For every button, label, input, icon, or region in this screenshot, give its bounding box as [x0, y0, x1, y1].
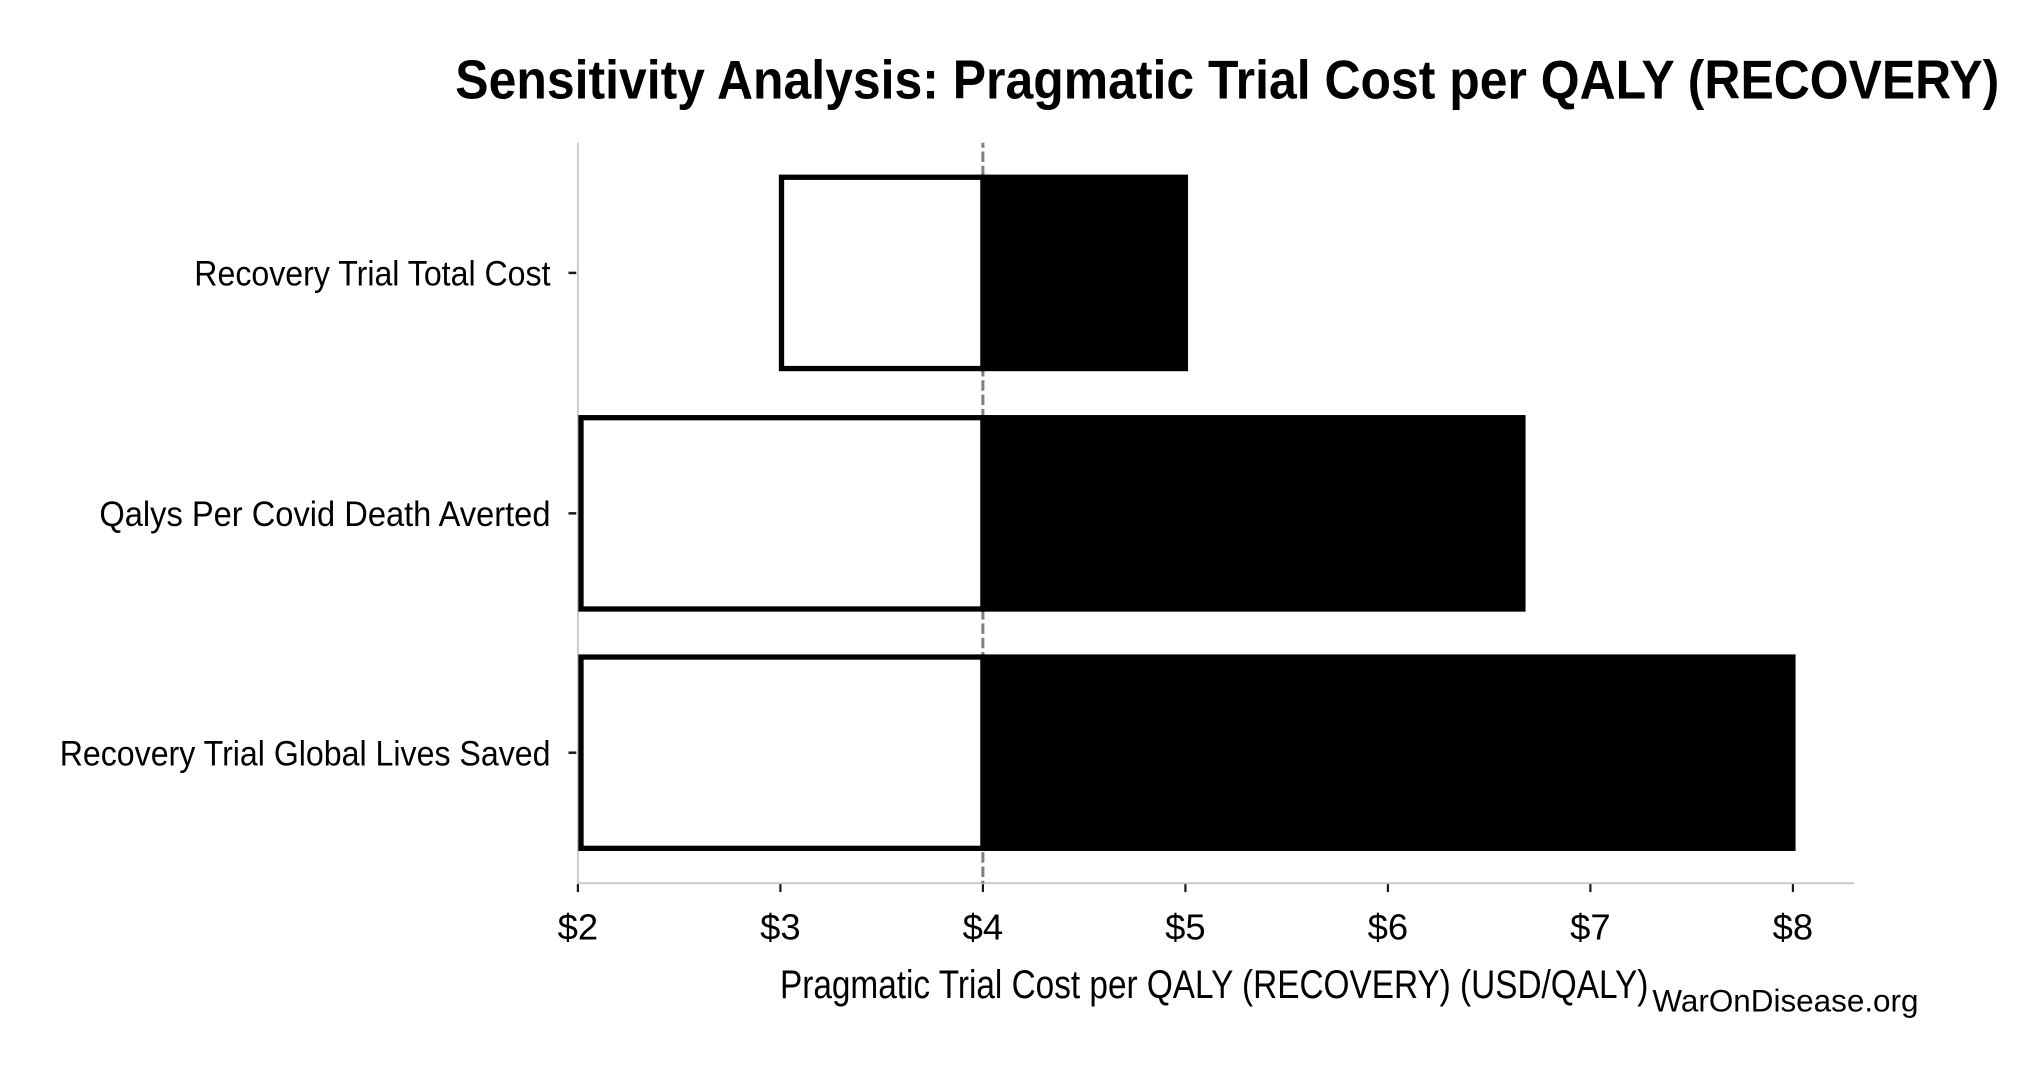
- svg-text:$6: $6: [1368, 906, 1409, 947]
- svg-text:$2: $2: [558, 906, 599, 947]
- svg-text:$5: $5: [1165, 906, 1206, 947]
- svg-text:Sensitivity Analysis: Pragmati: Sensitivity Analysis: Pragmatic Trial Co…: [455, 49, 1999, 111]
- svg-text:Recovery Trial Global Lives Sa: Recovery Trial Global Lives Saved: [60, 734, 551, 773]
- svg-text:Recovery Trial Total Cost: Recovery Trial Total Cost: [194, 255, 550, 294]
- svg-text:$7: $7: [1570, 906, 1611, 947]
- svg-text:WarOnDisease.org: WarOnDisease.org: [1652, 984, 1918, 1019]
- svg-text:$4: $4: [963, 906, 1004, 947]
- svg-text:$8: $8: [1773, 906, 1814, 947]
- svg-text:Qalys Per Covid Death Averted: Qalys Per Covid Death Averted: [99, 495, 550, 534]
- svg-text:Pragmatic Trial Cost per QALY: Pragmatic Trial Cost per QALY (RECOVERY)…: [780, 963, 1648, 1007]
- svg-text:$3: $3: [760, 906, 801, 947]
